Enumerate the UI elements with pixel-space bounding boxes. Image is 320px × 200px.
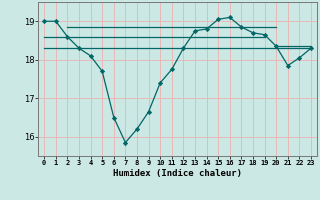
X-axis label: Humidex (Indice chaleur): Humidex (Indice chaleur) bbox=[113, 169, 242, 178]
